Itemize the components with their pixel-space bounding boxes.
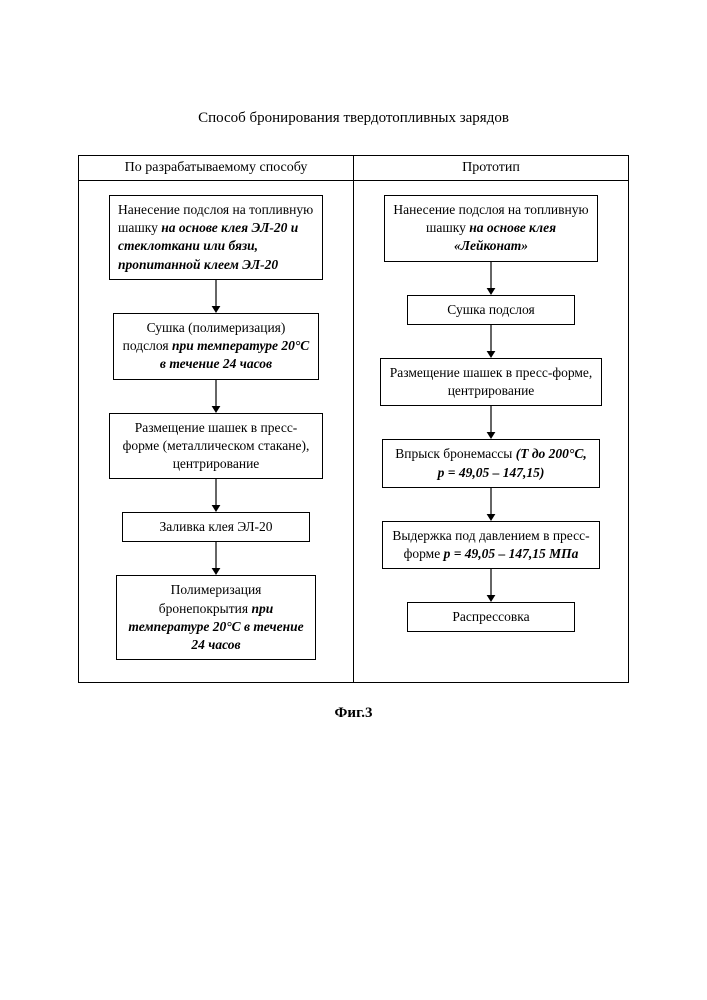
right-column: Нанесение подслоя на топливную шашку на …	[354, 181, 628, 654]
left-step-1: Нанесение подслоя на топливную шашку на …	[109, 195, 323, 280]
comparison-table: По разрабатываемому способу Прототип Нан…	[78, 155, 629, 683]
right-step-2: Сушка подслоя	[407, 295, 575, 325]
left-step-3: Размещение шашек в пресс-форме (металлич…	[109, 413, 323, 480]
arrow-icon	[206, 280, 226, 313]
left-step-4: Заливка клея ЭЛ-20	[122, 512, 310, 542]
step-text: Заливка клея ЭЛ-20	[159, 519, 272, 534]
diagram-title: Способ бронирования твердотопливных заря…	[78, 110, 629, 127]
step-emphasis: р = 49,05 – 147,15 МПа	[444, 546, 579, 561]
arrow-icon	[206, 542, 226, 575]
header-right: Прототип	[354, 156, 629, 181]
figure-caption: Фиг.3	[78, 705, 629, 722]
step-text: Полимеризация бронепокрытия	[159, 582, 262, 615]
arrow-icon	[481, 488, 501, 521]
step-text: Впрыск бронемассы	[395, 446, 515, 461]
step-emphasis: на основе клея «Лейконат»	[454, 220, 556, 253]
header-left: По разрабатываемому способу	[79, 156, 354, 181]
left-step-2: Сушка (полимеризация) подслоя при темпер…	[113, 313, 319, 380]
right-step-4: Впрыск бронемассы (Т до 200°С, р = 49,05…	[382, 439, 600, 487]
step-text: Размещение шашек в пресс-форме (металлич…	[123, 420, 310, 471]
table-body-row: Нанесение подслоя на топливную шашку на …	[79, 181, 629, 683]
arrow-icon	[481, 262, 501, 295]
right-step-3: Размещение шашек в пресс-форме, центриро…	[380, 358, 602, 406]
arrow-icon	[481, 406, 501, 439]
step-text: Размещение шашек в пресс-форме, центриро…	[390, 365, 593, 398]
step-emphasis: при температуре 20°С в течение 24 часов	[160, 338, 309, 371]
table-header-row: По разрабатываемому способу Прототип	[79, 156, 629, 181]
right-step-5: Выдержка под давлением в пресс-форме р =…	[382, 521, 600, 569]
left-column: Нанесение подслоя на топливную шашку на …	[79, 181, 353, 682]
step-text: Распрессовка	[452, 609, 529, 624]
right-step-1: Нанесение подслоя на топливную шашку на …	[384, 195, 598, 262]
left-step-5: Полимеризация бронепокрытия при температ…	[116, 575, 316, 660]
arrow-icon	[481, 569, 501, 602]
right-step-6: Распрессовка	[407, 602, 575, 632]
arrow-icon	[481, 325, 501, 358]
arrow-icon	[206, 479, 226, 512]
arrow-icon	[206, 380, 226, 413]
step-text: Сушка подслоя	[447, 302, 534, 317]
